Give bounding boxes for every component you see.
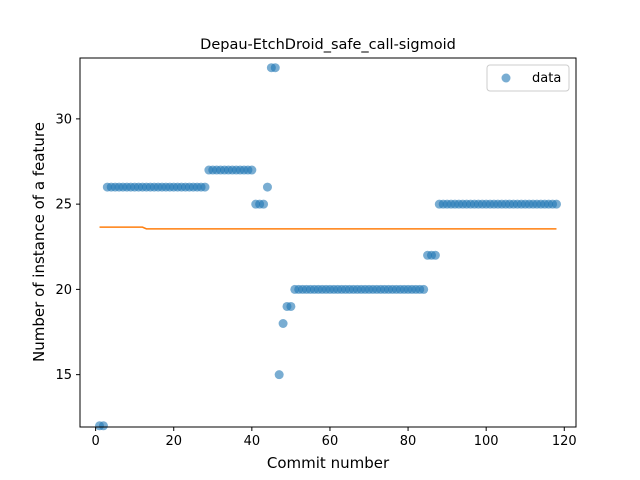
legend-label-data: data bbox=[532, 71, 561, 86]
x-tick-label: 60 bbox=[322, 434, 339, 449]
data-point bbox=[98, 421, 108, 431]
x-tick-label: 0 bbox=[91, 434, 99, 449]
y-axis: 15 20 25 30 bbox=[55, 112, 80, 383]
legend: data bbox=[486, 64, 570, 92]
y-tick-label: 15 bbox=[55, 368, 72, 383]
x-tick-label: 80 bbox=[400, 434, 417, 449]
y-tick-label: 20 bbox=[55, 283, 72, 298]
data-point bbox=[551, 199, 561, 209]
x-axis: 0 20 40 60 80 100 120 bbox=[91, 427, 577, 449]
trend-line bbox=[99, 226, 557, 230]
data-point bbox=[259, 199, 269, 209]
chart-title: Depau-EtchDroid_safe_call-sigmoid bbox=[200, 37, 456, 53]
plot-frame bbox=[79, 57, 577, 428]
data-point bbox=[270, 63, 280, 73]
data-point bbox=[419, 284, 429, 294]
data-point bbox=[430, 250, 440, 260]
data-point bbox=[262, 182, 272, 192]
y-axis-title: Number of instance of a feature bbox=[30, 122, 48, 362]
data-point bbox=[200, 182, 210, 192]
legend-box bbox=[486, 64, 570, 92]
y-tick-label: 25 bbox=[55, 198, 72, 213]
x-tick-label: 20 bbox=[165, 434, 182, 449]
x-tick-label: 120 bbox=[552, 434, 577, 449]
data-point bbox=[286, 301, 296, 311]
data-point bbox=[247, 165, 257, 175]
y-tick-label: 30 bbox=[55, 112, 72, 127]
x-tick-label: 100 bbox=[474, 434, 499, 449]
x-axis-title: Commit number bbox=[267, 454, 390, 472]
plot-area bbox=[95, 63, 561, 431]
data-point bbox=[274, 370, 284, 380]
x-tick-label: 40 bbox=[244, 434, 261, 449]
legend-marker-data bbox=[501, 73, 511, 83]
data-point bbox=[278, 318, 288, 328]
